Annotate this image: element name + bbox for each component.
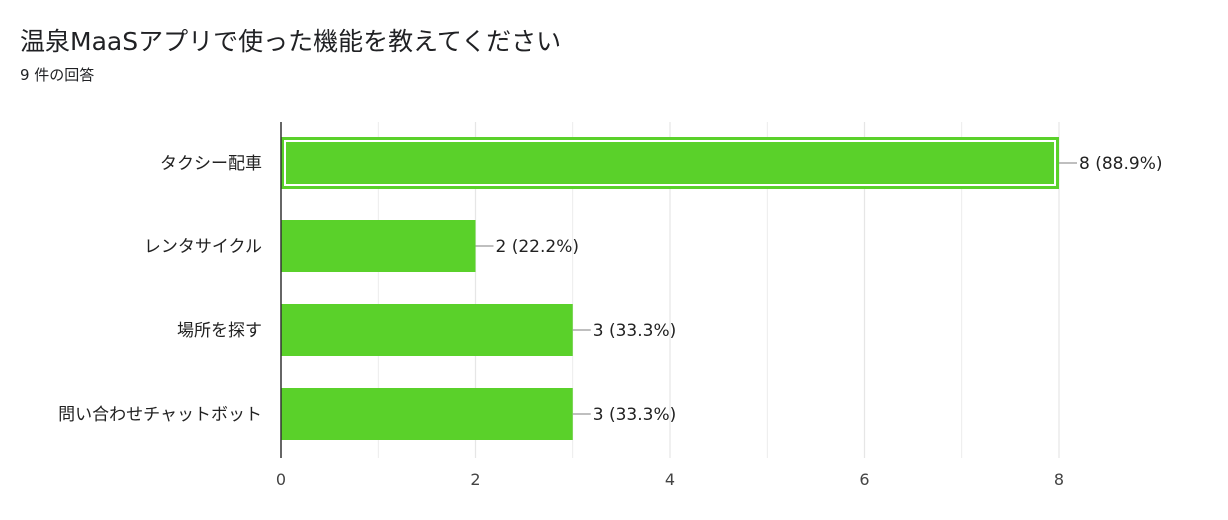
bar-0 — [281, 137, 1059, 189]
chart-title: 温泉MaaSアプリで使った機能を教えてください — [20, 27, 562, 56]
bar-1 — [281, 220, 476, 272]
bars — [281, 137, 1059, 440]
data-label: 2 (22.2%) — [496, 237, 580, 257]
x-tick-label: 4 — [665, 470, 675, 489]
bar-3 — [281, 388, 573, 440]
data-label: 3 (33.3%) — [593, 321, 677, 341]
category-label: 場所を探す — [177, 321, 262, 341]
x-tick-label: 2 — [470, 470, 480, 489]
data-label: 3 (33.3%) — [593, 405, 677, 425]
x-tick-label: 0 — [276, 470, 286, 489]
data-label: 8 (88.9%) — [1079, 154, 1163, 174]
category-label: タクシー配車 — [160, 154, 262, 174]
category-label: レンタサイクル — [144, 237, 262, 257]
category-label: 問い合わせチャットボット — [58, 405, 262, 425]
bar-2 — [281, 304, 573, 356]
response-count: 9 件の回答 — [20, 66, 95, 84]
x-tick-label: 8 — [1054, 470, 1064, 489]
labels: 0 2 4 6 8 タクシー配車 8 (88.9%) レンタサイクル 2 (22.2%) 場所を探… — [58, 122, 1163, 489]
bar-highlight-outline — [284, 140, 1056, 186]
x-tick-label: 6 — [859, 470, 869, 489]
